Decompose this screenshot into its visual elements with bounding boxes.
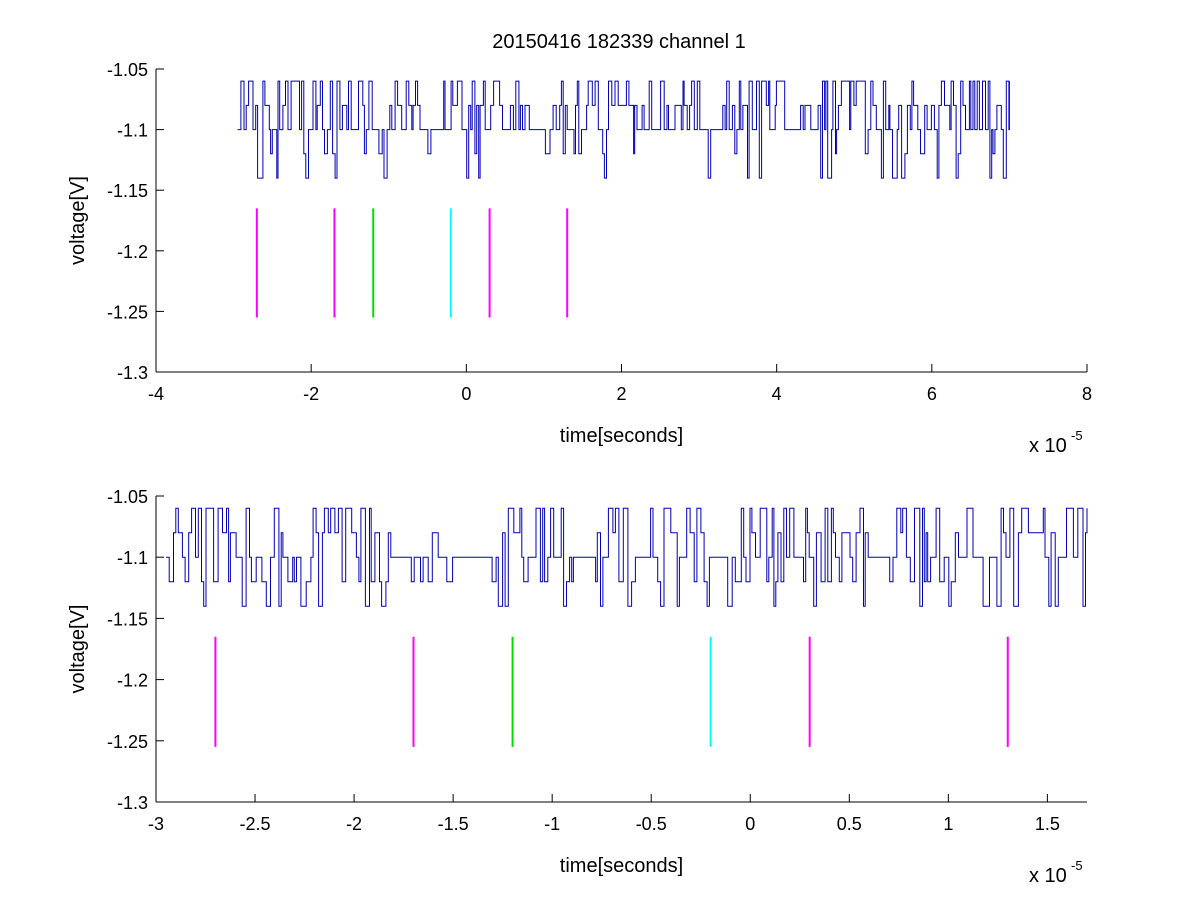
x-axis-label: time[seconds] xyxy=(560,855,683,877)
x-tick-label: 0 xyxy=(745,814,755,834)
y-axis-label: voltage[V] xyxy=(67,176,89,265)
y-tick-label: -1.1 xyxy=(117,548,148,568)
x-tick-label: 0.5 xyxy=(837,814,862,834)
x-tick-label: -1.5 xyxy=(438,814,469,834)
x-tick-label: 6 xyxy=(927,384,937,404)
bottom-plot: -3 -2.5 -2 -1.5 -1 -0.5 0 0.5 1 1.5 -1.3 -1.25 -1.2 -… xyxy=(67,487,1088,887)
y-tick-label: -1.1 xyxy=(117,121,148,141)
y-tick-label: -1.3 xyxy=(117,793,148,813)
x-tick-label: 1 xyxy=(943,814,953,834)
x-axis-exponent: -5 xyxy=(1071,858,1083,873)
y-tick-label: -1.25 xyxy=(107,732,148,752)
voltage-trace xyxy=(165,507,1088,607)
x-tick-label: 4 xyxy=(772,384,782,404)
x-tick-label: -2 xyxy=(303,384,319,404)
voltage-trace xyxy=(237,80,1010,179)
x-axis-exponent: -5 xyxy=(1071,428,1083,443)
x-tick-label: -0.5 xyxy=(636,814,667,834)
y-axis-label: voltage[V] xyxy=(67,605,89,694)
y-tick-label: -1.2 xyxy=(117,671,148,691)
x-axis-multiplier: x 10 xyxy=(1029,865,1067,887)
x-axis-multiplier: x 10 xyxy=(1029,435,1067,457)
x-tick-label: 8 xyxy=(1082,384,1092,404)
y-tick-label: -1.2 xyxy=(117,242,148,262)
x-tick-label: -4 xyxy=(148,384,164,404)
x-tick-label: 1.5 xyxy=(1035,814,1060,834)
y-tick-label: -1.15 xyxy=(107,181,148,201)
top-plot: -4 -2 0 2 4 6 8 -1.3 -1.25 -1.2 -1.15 -1.1 -1.05 time… xyxy=(67,60,1092,457)
y-tick-label: -1.05 xyxy=(107,60,148,80)
x-tick-label: -2.5 xyxy=(240,814,271,834)
x-tick-label: 0 xyxy=(461,384,471,404)
y-tick-label: -1.3 xyxy=(117,363,148,383)
y-tick-label: -1.05 xyxy=(107,487,148,507)
x-tick-label: -3 xyxy=(148,814,164,834)
y-tick-label: -1.25 xyxy=(107,302,148,322)
y-tick-label: -1.15 xyxy=(107,609,148,629)
x-tick-label: -1 xyxy=(544,814,560,834)
chart-title: 20150416 182339 channel 1 xyxy=(492,31,746,53)
x-tick-label: -2 xyxy=(346,814,362,834)
x-axis-label: time[seconds] xyxy=(560,425,683,447)
x-tick-label: 2 xyxy=(616,384,626,404)
